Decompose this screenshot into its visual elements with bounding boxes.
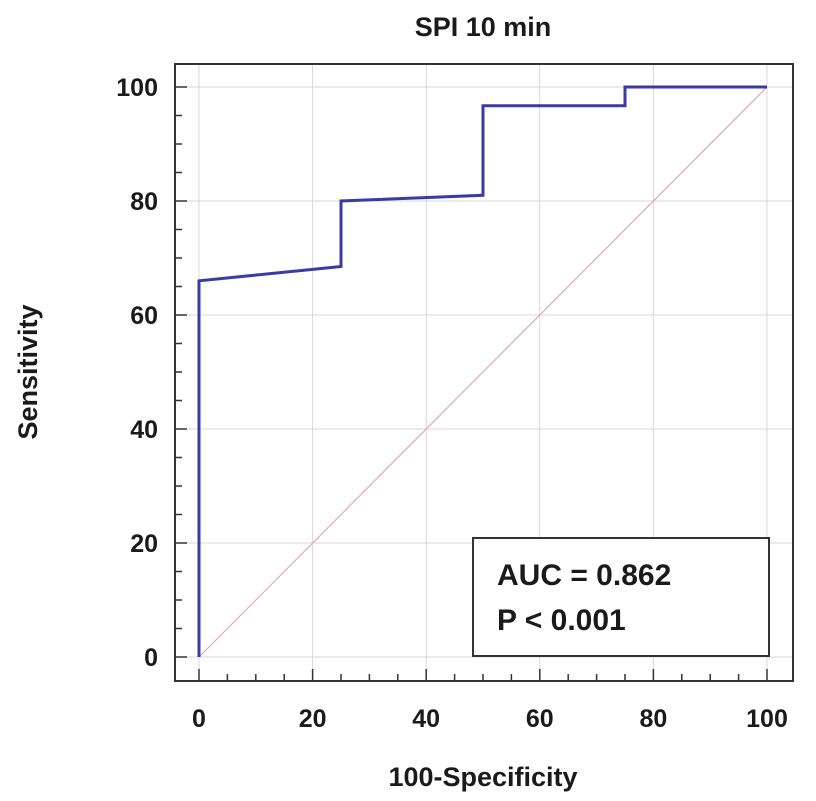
- y-axis-title: Sensitivity: [13, 304, 43, 439]
- x-tick-label: 40: [412, 705, 440, 733]
- y-tick-label: 80: [130, 188, 158, 216]
- minor-ticks: [175, 86, 768, 681]
- x-axis-title: 100-Specificity: [388, 762, 577, 792]
- chart-title: SPI 10 min: [415, 12, 552, 42]
- x-tick-label: 80: [639, 705, 667, 733]
- y-tick-label: 40: [130, 416, 158, 444]
- roc-curve-line: [197, 85, 767, 657]
- p-value-label: P < 0.001: [497, 604, 626, 637]
- y-tick-labels: 0 20 40 60 80 100: [116, 74, 158, 672]
- plot-frame: [174, 63, 794, 682]
- auc-label: AUC = 0.862: [497, 559, 671, 592]
- y-tick-label: 60: [130, 302, 158, 330]
- series-layer: [197, 85, 768, 658]
- x-tick-labels: 0 20 40 60 80 100: [192, 705, 788, 733]
- grid: [175, 64, 793, 681]
- x-tick-label: 100: [746, 705, 788, 733]
- x-tick-label: 0: [192, 705, 206, 733]
- stats-box: AUC = 0.862 P < 0.001: [472, 537, 770, 657]
- y-tick-label: 0: [144, 644, 158, 672]
- reference-diagonal-line: [198, 86, 768, 658]
- y-tick-label: 100: [116, 74, 158, 102]
- stats-box-frame: [472, 537, 770, 657]
- y-tick-label: 20: [130, 530, 158, 558]
- x-tick-label: 60: [526, 705, 554, 733]
- x-tick-label: 20: [299, 705, 327, 733]
